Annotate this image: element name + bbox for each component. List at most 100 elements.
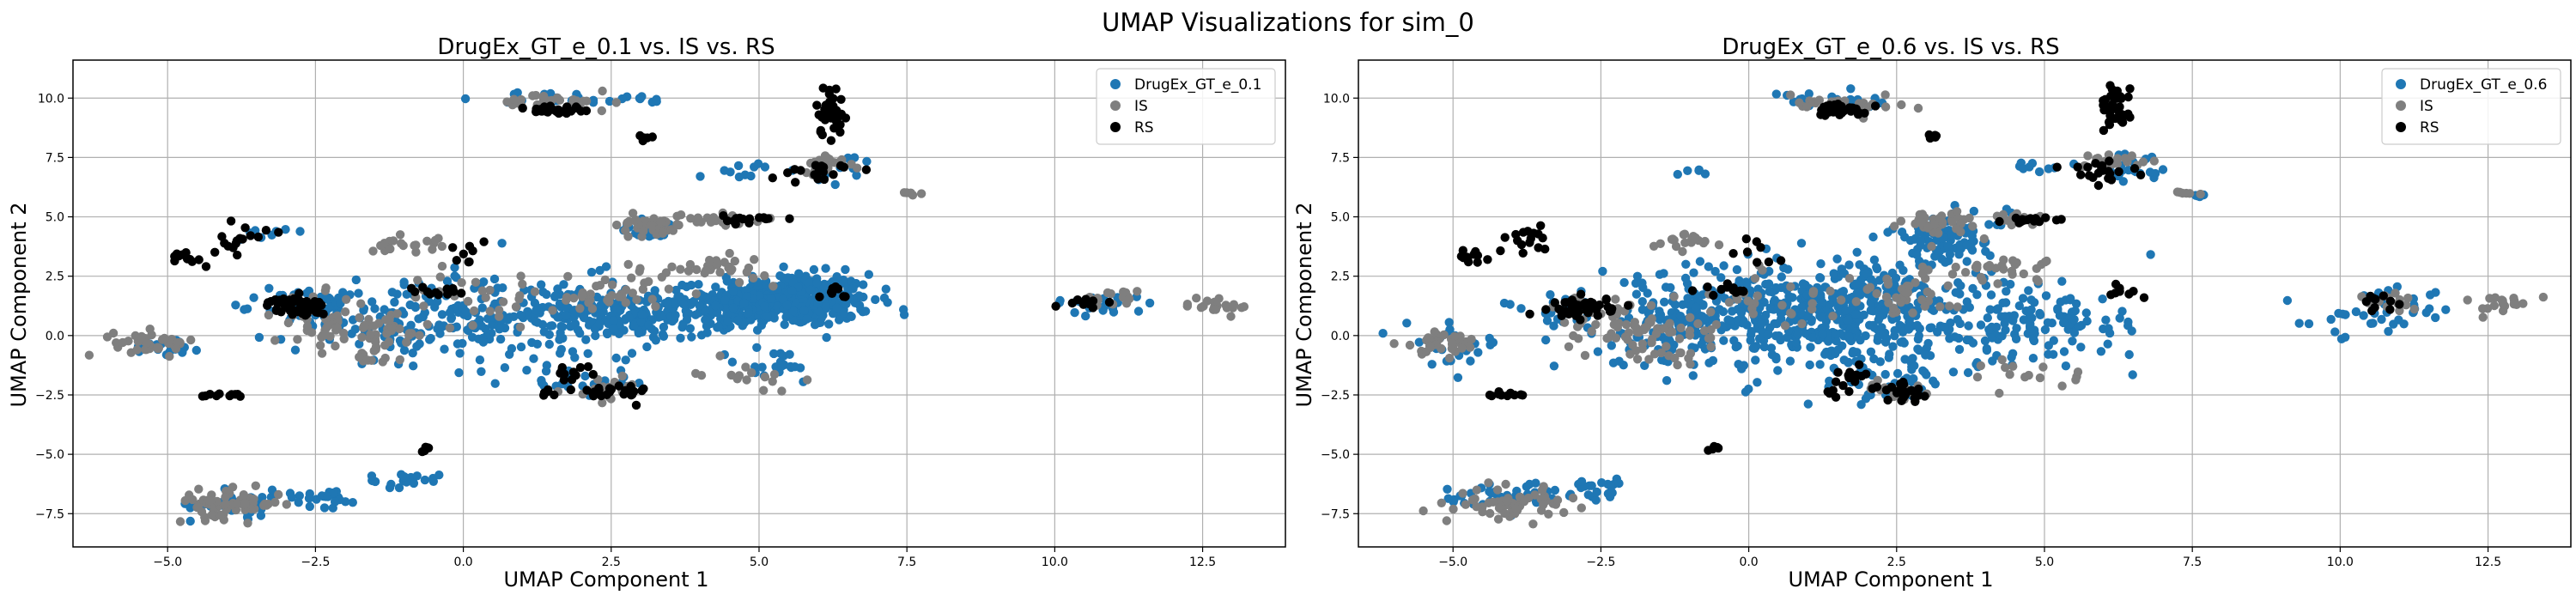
scatter-point xyxy=(768,377,777,386)
scatter-point xyxy=(1461,500,1471,509)
scatter-point xyxy=(1538,234,1547,243)
scatter-point xyxy=(1687,286,1698,295)
scatter-point xyxy=(1785,308,1795,318)
scatter-point xyxy=(1736,307,1746,318)
scatter-point xyxy=(2076,343,2086,352)
scatter-point xyxy=(1793,330,1803,339)
scatter-point xyxy=(675,292,684,301)
scatter-point xyxy=(1522,482,1532,491)
scatter-point xyxy=(727,357,738,367)
scatter-point xyxy=(1706,342,1716,352)
plot-area: −5.0 −2.5 0.0 2.5 5.0 7.5 10.0 12.5 −7.5 −5.0 −2.5… xyxy=(35,59,1286,569)
scatter-point xyxy=(392,309,402,319)
scatter-point xyxy=(817,161,826,171)
scatter-point xyxy=(225,391,234,401)
scatter-point xyxy=(253,232,263,242)
scatter-point xyxy=(463,296,473,307)
scatter-point xyxy=(846,311,855,321)
scatter-point xyxy=(692,264,702,275)
scatter-point xyxy=(752,325,762,335)
scatter-point xyxy=(1081,311,1091,321)
scatter-point xyxy=(1557,311,1566,320)
scatter-point xyxy=(477,286,487,295)
scatter-point xyxy=(2127,151,2136,161)
scatter-point xyxy=(1976,361,1985,371)
scatter-point xyxy=(1560,298,1570,307)
scatter-point xyxy=(1577,503,1587,513)
scatter-point xyxy=(2538,292,2549,302)
scatter-point xyxy=(787,286,797,295)
scatter-point xyxy=(1442,516,1452,525)
scatter-point xyxy=(1844,260,1854,270)
scatter-point xyxy=(2024,286,2033,295)
x-tick-label: 10.0 xyxy=(2327,555,2354,569)
scatter-point xyxy=(475,355,485,365)
scatter-point xyxy=(264,499,273,509)
scatter-point xyxy=(1182,300,1193,309)
scatter-point xyxy=(1895,260,1905,270)
scatter-point xyxy=(454,367,464,378)
scatter-point xyxy=(1631,289,1642,299)
scatter-point xyxy=(570,353,580,362)
scatter-point xyxy=(2027,313,2037,323)
scatter-point xyxy=(1784,291,1794,301)
scatter-point xyxy=(1952,207,1962,216)
scatter-point xyxy=(395,230,405,240)
scatter-point xyxy=(1839,355,1849,365)
scatter-point xyxy=(1472,502,1481,512)
scatter-point xyxy=(132,345,142,355)
scatter-point xyxy=(1656,239,1665,248)
scatter-point xyxy=(2071,375,2081,385)
scatter-point xyxy=(1484,478,1493,488)
scatter-point xyxy=(1568,304,1577,314)
scatter-point xyxy=(329,488,338,498)
scatter-point xyxy=(753,159,763,168)
scatter-point xyxy=(734,277,744,288)
scatter-point xyxy=(1614,356,1624,366)
scatter-point xyxy=(1862,284,1872,294)
scatter-point xyxy=(2385,296,2396,306)
scatter-point xyxy=(433,296,442,307)
scatter-point xyxy=(685,324,695,333)
scatter-point xyxy=(1449,331,1460,341)
scatter-point xyxy=(829,170,838,179)
scatter-point xyxy=(1915,324,1924,333)
scatter-point xyxy=(2441,305,2451,314)
scatter-point xyxy=(1954,344,1965,355)
scatter-point xyxy=(271,305,282,314)
scatter-point xyxy=(2029,336,2039,346)
scatter-point xyxy=(2082,316,2092,326)
scatter-point xyxy=(223,241,233,251)
scatter-point xyxy=(1825,300,1834,309)
scatter-point xyxy=(397,239,406,248)
scatter-point xyxy=(2128,370,2137,379)
scatter-point xyxy=(1917,217,1926,227)
scatter-point xyxy=(1748,309,1759,319)
scatter-point xyxy=(1982,345,1992,355)
scatter-point xyxy=(562,102,572,112)
scatter-point xyxy=(548,306,557,315)
scatter-point xyxy=(267,485,277,495)
scatter-point xyxy=(2008,316,2018,325)
scatter-point xyxy=(619,390,629,399)
scatter-point xyxy=(448,283,458,294)
scatter-point xyxy=(188,495,197,505)
scatter-point xyxy=(2088,173,2098,182)
scatter-point xyxy=(785,349,794,359)
scatter-point xyxy=(1211,305,1221,314)
scatter-point xyxy=(1458,489,1467,498)
scatter-point xyxy=(425,335,434,344)
legend-marker xyxy=(1110,100,1121,111)
scatter-point xyxy=(1806,343,1815,352)
scatter-point xyxy=(810,170,819,179)
scatter-point xyxy=(750,255,759,264)
scatter-point xyxy=(295,491,304,501)
scatter-point xyxy=(730,256,739,266)
scatter-point xyxy=(1497,391,1506,400)
scatter-point xyxy=(1980,336,1990,346)
scatter-point xyxy=(1955,319,1965,329)
scatter-point xyxy=(658,228,667,238)
scatter-point xyxy=(1747,326,1757,337)
scatter-point xyxy=(1472,485,1482,495)
scatter-point xyxy=(1103,288,1113,298)
